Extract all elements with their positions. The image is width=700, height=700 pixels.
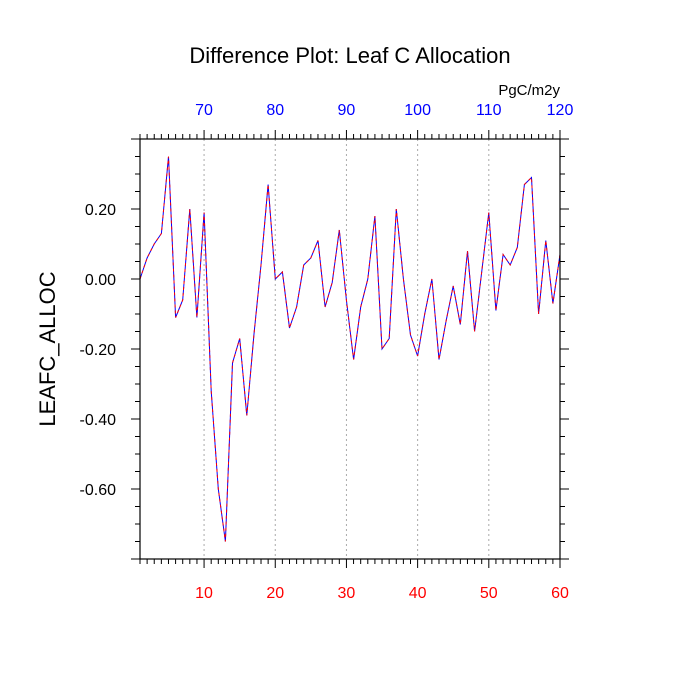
plot-series: [139, 156, 561, 542]
x-tick-label: 40: [409, 585, 427, 602]
tick-labels: 10 20 30 40 50 60 70 80 90 100 110 120 0.20 0.00 -0.20…: [80, 102, 574, 602]
axis-ticks: [131, 130, 569, 568]
top-tick-label: 100: [404, 102, 431, 119]
x-tick-label: 30: [338, 585, 356, 602]
series-red: [139, 156, 561, 542]
y-tick-label: -0.40: [80, 412, 117, 429]
y-tick-label: -0.60: [80, 482, 117, 499]
top-tick-label: 70: [195, 102, 213, 119]
top-tick-label: 90: [338, 102, 356, 119]
y-axis-label: LEAFC_ALLOC: [35, 271, 60, 426]
y-tick-label: 0.00: [85, 272, 116, 289]
plot-frame: [139, 138, 561, 560]
top-tick-label: 110: [476, 102, 502, 119]
x-tick-label: 60: [551, 585, 569, 602]
top-tick-label: 80: [266, 102, 284, 119]
x-tick-label: 10: [195, 585, 213, 602]
chart-title: Difference Plot: Leaf C Allocation: [189, 43, 510, 68]
top-tick-label: 120: [547, 102, 574, 119]
x-tick-label: 50: [480, 585, 498, 602]
y-tick-label: 0.20: [85, 202, 116, 219]
series-blue: [139, 156, 561, 542]
grid-lines: [203, 139, 490, 559]
x-tick-label: 20: [266, 585, 284, 602]
top-axis-units: PgC/m2y: [498, 82, 560, 99]
y-tick-label: -0.20: [80, 342, 117, 359]
